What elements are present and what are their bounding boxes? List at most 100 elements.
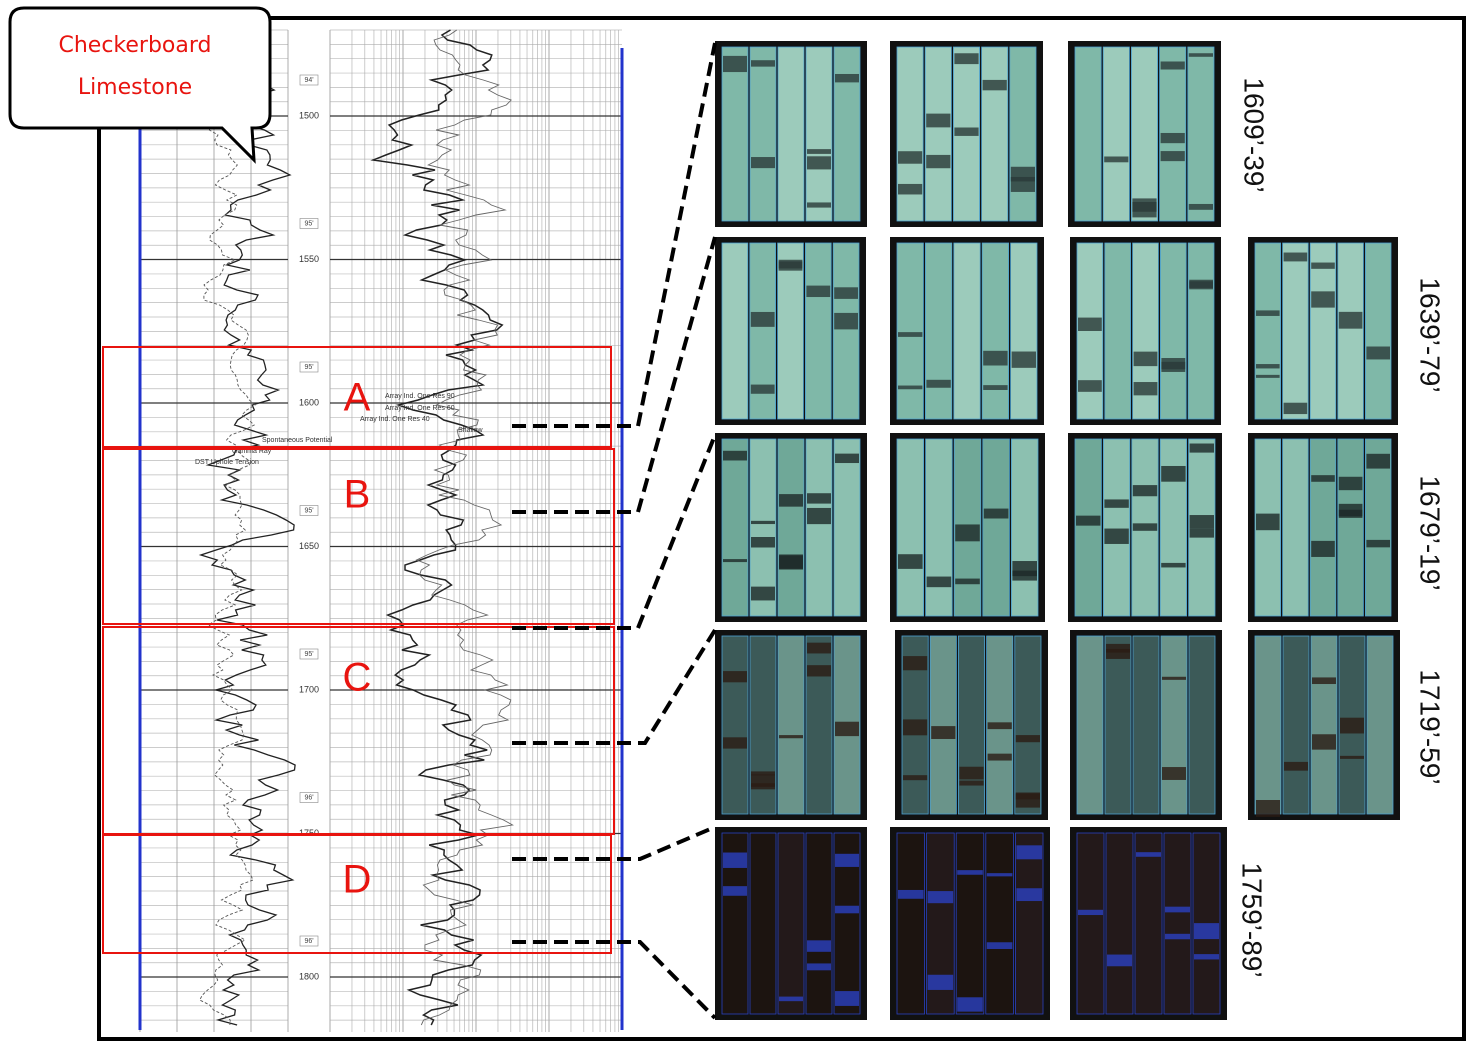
core-feature (926, 380, 950, 388)
core-slab (897, 47, 923, 221)
core-feature (1136, 852, 1161, 857)
core-feature (1312, 734, 1336, 749)
curve-label: Array Ind. One Res 40 (360, 416, 430, 423)
core-slab (982, 243, 1008, 419)
core-slab (806, 636, 832, 814)
core-feature (751, 587, 775, 601)
core-slab (1283, 636, 1309, 814)
core-feature (898, 151, 922, 163)
callout-text: Limestone (78, 75, 192, 100)
core-feature (1339, 504, 1363, 518)
core-feature (779, 735, 803, 738)
core-feature (898, 184, 922, 195)
core-feature (1134, 352, 1158, 366)
core-slab (806, 47, 832, 221)
core-feature (835, 854, 859, 867)
core-feature (1256, 800, 1280, 817)
core-feature (806, 286, 830, 297)
core-feature (1284, 253, 1308, 262)
core-feature (723, 559, 747, 562)
core-feature (1162, 677, 1186, 680)
core-feature (987, 942, 1013, 949)
core-slab (1105, 243, 1131, 419)
figure: 150015501600165017001750180094'95'95'95'… (0, 0, 1476, 1045)
core-feature (779, 260, 803, 271)
core-slab (1106, 833, 1133, 1014)
callout-text: Checkerboard (58, 33, 211, 58)
core-feature (835, 906, 859, 914)
interval-label: 1679’-19’ (1415, 475, 1446, 590)
marker-label: 94' (304, 77, 313, 84)
core-slab (1015, 833, 1043, 1014)
core-feature (1189, 204, 1213, 210)
core-feature (988, 754, 1012, 761)
core-feature (988, 722, 1012, 729)
core-feature (807, 665, 831, 676)
core-feature (835, 722, 859, 736)
core-feature (1161, 61, 1185, 69)
core-slab (1310, 243, 1336, 419)
depth-label: 1650 (299, 541, 319, 551)
core-slab (778, 439, 804, 616)
core-feature (723, 56, 747, 72)
core-feature (1012, 571, 1037, 581)
core-feature (1165, 907, 1190, 913)
core-feature (1133, 485, 1157, 496)
core-feature (1161, 563, 1185, 568)
interval-label: 1759’-89’ (1237, 862, 1268, 977)
core-slab (930, 636, 956, 814)
core-feature (987, 873, 1013, 876)
core-slab (1160, 243, 1186, 419)
core-feature (1011, 167, 1035, 182)
core-feature (1194, 954, 1219, 959)
core-feature (1161, 466, 1185, 482)
core-slab (1135, 833, 1162, 1014)
interval-label: 1609’-39’ (1239, 77, 1270, 192)
core-slab (806, 439, 832, 616)
core-feature (955, 579, 980, 585)
core-feature (1194, 923, 1219, 939)
core-feature (1190, 444, 1214, 453)
core-feature (807, 156, 831, 169)
core-feature (954, 128, 978, 136)
core-slab (1105, 636, 1131, 814)
core-feature (926, 114, 950, 128)
core-feature (898, 386, 922, 390)
core-slab (1133, 636, 1159, 814)
core-slab (1160, 439, 1186, 616)
core-slab (1077, 243, 1103, 419)
core-feature (959, 781, 983, 786)
core-feature (779, 997, 803, 1002)
core-feature (928, 891, 954, 903)
core-feature (807, 149, 831, 154)
core-feature (931, 726, 955, 739)
core-feature (1311, 263, 1335, 269)
marker-label: 95' (304, 651, 313, 658)
core-slab (925, 243, 951, 419)
core-feature (1339, 477, 1363, 490)
core-feature (903, 656, 927, 670)
core-feature (1107, 955, 1132, 967)
core-slab (1365, 243, 1391, 419)
core-feature (1133, 523, 1157, 530)
core-slab (1161, 636, 1187, 814)
core-feature (835, 991, 859, 1006)
core-feature (903, 775, 927, 780)
core-feature (903, 719, 927, 735)
core-feature (1134, 382, 1158, 395)
core-slab (958, 636, 984, 814)
core-feature (1165, 934, 1190, 939)
core-slab (750, 47, 776, 221)
core-feature (1104, 499, 1128, 507)
marker-label: 96' (304, 938, 313, 945)
core-feature (926, 155, 950, 168)
core-feature (1161, 133, 1185, 143)
core-feature (1012, 352, 1036, 368)
core-feature (807, 643, 831, 654)
core-slab (806, 833, 832, 1014)
core-feature (983, 351, 1007, 366)
core-slab (1075, 47, 1101, 221)
core-feature (984, 509, 1009, 519)
curve-label: Spontaneous Potential (262, 437, 333, 444)
core-feature (1016, 735, 1040, 742)
